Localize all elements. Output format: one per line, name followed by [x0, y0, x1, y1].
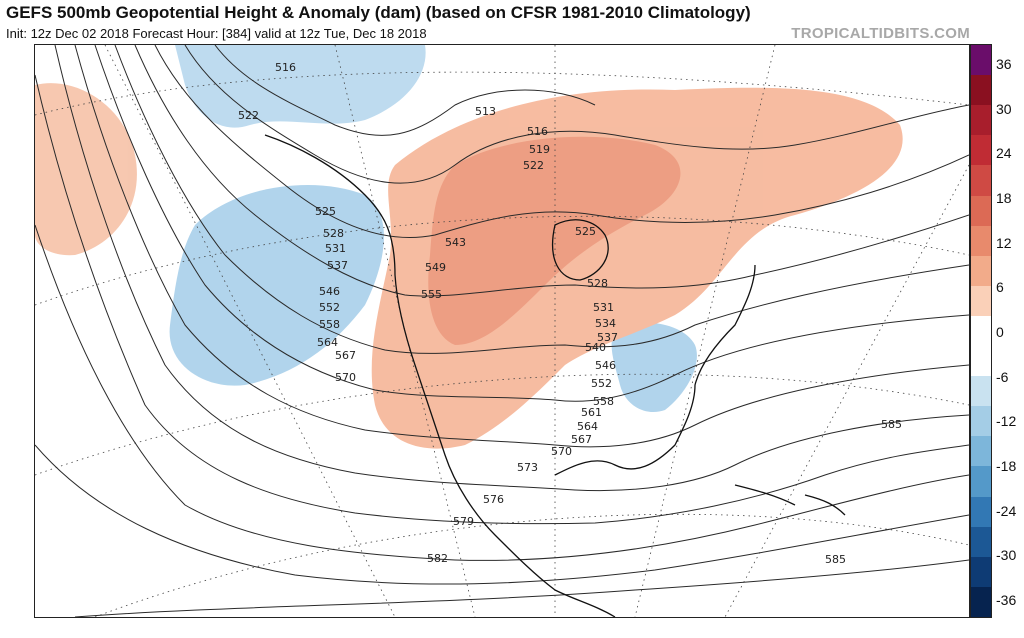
negative-anomaly-north [175, 45, 426, 128]
contour-label: 525 [575, 225, 596, 238]
colorbar-cell [971, 225, 991, 257]
colorbar-cell [971, 466, 991, 498]
negative-anomaly-east-coast [611, 322, 697, 413]
colorbar-cell [971, 195, 991, 227]
contour-label: 585 [825, 553, 846, 566]
contour-label: 561 [581, 406, 602, 419]
colorbar-cell [971, 75, 991, 106]
contour-label: 540 [585, 341, 606, 354]
colorbar-tick-label: -6 [996, 368, 1009, 385]
colorbar-tick-label: 12 [996, 234, 1012, 251]
colorbar-tick-label: 36 [996, 56, 1012, 72]
contour-label: 570 [335, 371, 356, 384]
colorbar-tick-label: -24 [996, 502, 1017, 519]
contour-label: 528 [323, 227, 344, 240]
contour-label: 546 [319, 285, 340, 298]
contour-label: 531 [325, 242, 346, 255]
colorbar-cell [971, 165, 991, 196]
negative-anomaly-gulf-of-alaska [169, 185, 384, 386]
contour-label: 516 [527, 125, 548, 138]
positive-anomaly-core [428, 136, 681, 345]
contour-label: 567 [335, 349, 356, 362]
colorbar-tick-label: -18 [996, 458, 1017, 474]
colorbar-tick-label: 24 [996, 145, 1012, 162]
colorbar-cell [971, 586, 991, 618]
contour-label: 570 [551, 445, 572, 458]
colorbar-tick-label: 6 [996, 279, 1004, 296]
contour-label: 519 [529, 143, 550, 156]
contour-label: 513 [475, 105, 496, 118]
contour-label: 582 [427, 552, 448, 565]
contour-label: 567 [571, 433, 592, 446]
contour-label: 537 [597, 331, 618, 344]
contour-label: 555 [421, 288, 442, 301]
contour-label: 516 [275, 61, 296, 74]
hudson-bay-coastline [551, 219, 609, 281]
contour-label: 549 [425, 261, 446, 274]
contour-label: 552 [319, 301, 340, 314]
contour-label: 534 [595, 317, 616, 330]
colorbar-cell [971, 436, 991, 467]
caribbean-islands [734, 484, 846, 516]
contour-label: 558 [319, 318, 340, 331]
contour-label: 552 [591, 377, 612, 390]
site-watermark[interactable]: TROPICALTIDBITS.COM [791, 25, 970, 42]
colorbar-cell [971, 255, 991, 287]
contour-label: 558 [593, 395, 614, 408]
contour-label: 522 [238, 109, 259, 122]
colorbar-tick-label: -30 [996, 547, 1017, 564]
contour-label: 564 [317, 336, 338, 349]
chart-title: GEFS 500mb Geopotential Height & Anomaly… [6, 3, 751, 22]
positive-anomaly-pacific [35, 83, 137, 256]
contour-label: 522 [523, 159, 544, 172]
colorbar-tick-label: 30 [996, 100, 1012, 117]
colorbar-cell [971, 346, 991, 377]
colorbar-cell [971, 285, 991, 317]
contour-label: 537 [327, 259, 348, 272]
contour-label: 531 [593, 301, 614, 314]
contour-label: 528 [587, 277, 608, 290]
colorbar-tick-label: -12 [996, 413, 1017, 430]
contour-label: 525 [315, 205, 336, 218]
colorbar-tick-label: 0 [996, 324, 1004, 340]
map-panel: 516 522 513 516 519 522 525 528 531 537 546 552 558 5… [34, 44, 970, 618]
contour-label: 546 [595, 359, 616, 372]
gulf-east-coastline [554, 264, 756, 476]
chart-subtitle: Init: 12z Dec 02 2018 Forecast Hour: [38… [6, 26, 427, 41]
colorbar-cell [971, 526, 991, 558]
coastlines [264, 134, 846, 617]
colorbar-cell [971, 406, 991, 437]
colorbar-tick-label: -36 [996, 592, 1017, 608]
colorbar-cell [971, 315, 991, 347]
north-america-coastline [264, 134, 616, 617]
contour-label: 579 [453, 515, 474, 528]
colorbar-tick-label: 18 [996, 190, 1012, 206]
colorbar [970, 44, 992, 618]
colorbar-cell [971, 135, 991, 166]
colorbar-cell [971, 376, 991, 407]
colorbar-cell [971, 45, 991, 76]
contour-label: 564 [577, 420, 598, 433]
contour-label: 576 [483, 493, 504, 506]
contour-label: 573 [517, 461, 538, 474]
colorbar-cell [971, 556, 991, 588]
contour-label: 585 [881, 418, 902, 431]
colorbar-cell [971, 105, 991, 136]
anomaly-shading [35, 45, 903, 449]
height-contours [35, 45, 969, 617]
contour-label: 543 [445, 236, 466, 249]
colorbar-cell [971, 496, 991, 528]
